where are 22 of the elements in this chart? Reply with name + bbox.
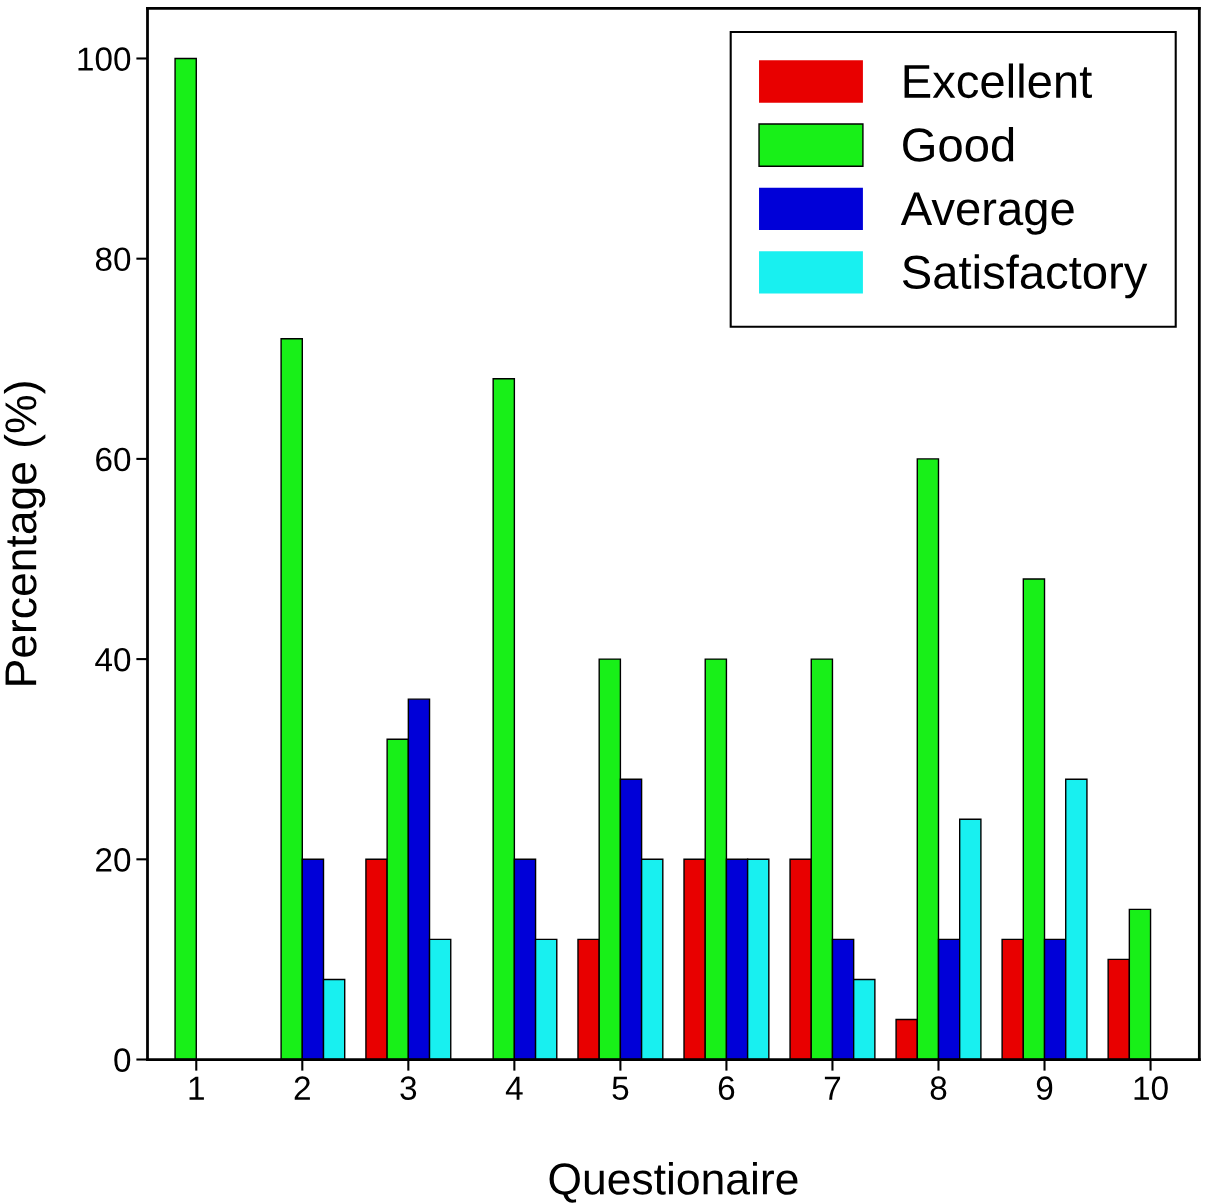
y-tick-label: 100 bbox=[78, 47, 131, 71]
x-tick-label: 2 bbox=[294, 1076, 310, 1100]
y-tick-label: 20 bbox=[96, 848, 131, 872]
legend-label: Average bbox=[900, 192, 1074, 235]
x-tick-label: 6 bbox=[718, 1076, 735, 1100]
x-tick-label: 7 bbox=[824, 1076, 841, 1100]
legend-label: Satisfactory bbox=[902, 254, 1148, 299]
x-tick-label: 10 bbox=[1134, 1076, 1168, 1100]
y-tick-label: 80 bbox=[95, 247, 131, 272]
x-tick-label: 5 bbox=[612, 1076, 629, 1100]
x-tick-label: 3 bbox=[400, 1076, 417, 1100]
y-tick-label: 0 bbox=[114, 1048, 131, 1072]
x-tick-label: 4 bbox=[505, 1076, 523, 1100]
x-tick-label: 8 bbox=[930, 1076, 947, 1100]
x-tick-label: 1 bbox=[189, 1076, 204, 1100]
y-tick-label: 40 bbox=[95, 647, 131, 672]
legend-label: Good bbox=[903, 127, 1014, 162]
y-tick-label: 60 bbox=[96, 447, 131, 472]
x-tick-label: 9 bbox=[1036, 1076, 1053, 1100]
y-axis-title: Percentage (%) bbox=[3, 382, 46, 685]
x-axis-title: Questionaire bbox=[549, 1162, 798, 1203]
legend-label: Excellent bbox=[904, 63, 1092, 99]
